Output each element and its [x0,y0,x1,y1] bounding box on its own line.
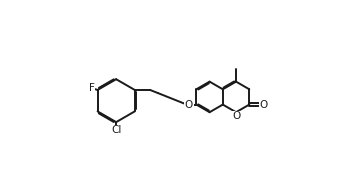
Text: O: O [185,100,193,110]
Text: O: O [259,100,267,110]
Text: O: O [232,111,240,121]
Text: Cl: Cl [111,126,121,136]
Text: F: F [89,83,95,93]
